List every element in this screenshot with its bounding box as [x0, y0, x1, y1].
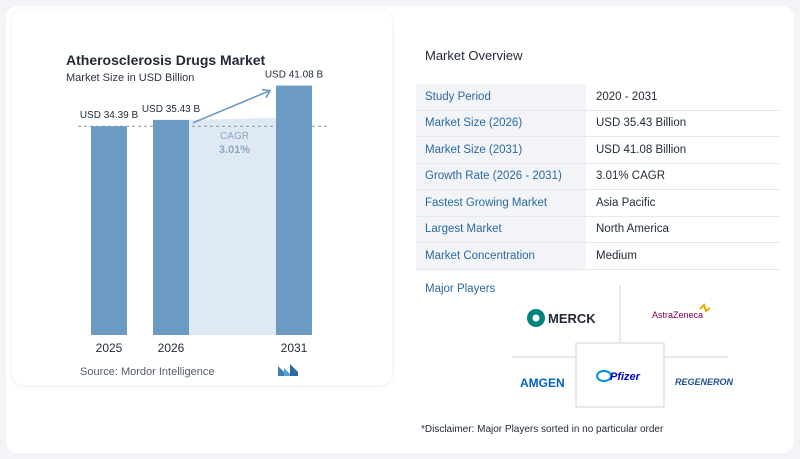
- overview-row: Fastest Growing Market Asia Pacific: [416, 190, 780, 217]
- overview-key: Market Size (2026): [416, 110, 586, 136]
- cagr-arrow-head: [261, 88, 272, 98]
- major-players-grid: MERCK AstraZeneca AMGEN Pfizer REGENERON: [512, 285, 734, 408]
- overview-row: Growth Rate (2026 - 2031) 3.01% CAGR: [416, 163, 780, 190]
- overview-row: Market Concentration Medium: [416, 243, 780, 270]
- overview-key: Largest Market: [416, 216, 586, 242]
- cagr-shade-area: [189, 117, 276, 335]
- pfizer-logo: Pfizer: [596, 370, 641, 383]
- chart-title: Atherosclerosis Drugs Market: [66, 52, 266, 68]
- x-tick-label: 2026: [158, 341, 185, 355]
- astrazeneca-logo: AstraZeneca: [652, 303, 711, 320]
- regeneron-logo: REGENERON: [675, 377, 734, 387]
- regeneron-label: REGENERON: [675, 377, 734, 387]
- overview-table: Study Period 2020 - 2031 Market Size (2026…: [416, 84, 780, 270]
- overview-value: 3.01% CAGR: [596, 170, 666, 183]
- overview-row: Market Size (2031) USD 41.08 Billion: [416, 137, 780, 164]
- astrazeneca-label: AstraZeneca: [652, 310, 703, 320]
- merck-logo: MERCK: [527, 309, 596, 327]
- chart-subtitle: Market Size in USD Billion: [66, 72, 195, 84]
- amgen-logo: AMGEN: [520, 376, 565, 390]
- cagr-arrow: [192, 89, 271, 124]
- x-tick-label: 2031: [281, 341, 308, 355]
- bar-chart: USD 34.39 B 2025 USD 35.43 B 2026 USD 41.08 …: [78, 70, 328, 355]
- overview-title: Market Overview: [425, 48, 523, 63]
- bar-value-label: USD 35.43 B: [142, 104, 201, 115]
- bar-value-label: USD 41.08 B: [265, 70, 324, 81]
- overview-key: Market Concentration: [416, 243, 586, 269]
- overview-value: USD 41.08 Billion: [596, 143, 687, 156]
- major-players-title: Major Players: [425, 283, 496, 295]
- overview-value: Asia Pacific: [596, 196, 656, 209]
- x-tick-label: 2025: [96, 341, 123, 355]
- overview-key: Study Period: [416, 84, 586, 110]
- overview-row: Largest Market North America: [416, 216, 780, 243]
- overview-key: Fastest Growing Market: [416, 190, 586, 216]
- overview-value: 2020 - 2031: [596, 90, 658, 103]
- mordor-logo-icon: [278, 364, 298, 376]
- disclaimer: *Disclaimer: Major Players sorted in no …: [421, 424, 664, 435]
- merck-label: MERCK: [548, 311, 596, 326]
- cagr-label: CAGR: [220, 131, 249, 142]
- overview-value: North America: [596, 223, 669, 236]
- overview-key: Growth Rate (2026 - 2031): [416, 163, 586, 189]
- overview-row: Market Size (2026) USD 35.43 Billion: [416, 110, 780, 137]
- source-note: Source: Mordor Intelligence: [80, 366, 215, 378]
- overview-row: Study Period 2020 - 2031: [416, 84, 780, 111]
- bar-value-label: USD 34.39 B: [80, 110, 139, 121]
- overview-value: USD 35.43 Billion: [596, 117, 687, 130]
- bar-2025: [91, 126, 127, 335]
- pfizer-label: Pfizer: [610, 371, 641, 383]
- amgen-label: AMGEN: [520, 376, 565, 390]
- cagr-value: 3.01%: [219, 144, 250, 156]
- overview-key: Market Size (2031): [416, 137, 586, 163]
- bar-2026: [153, 119, 189, 335]
- bar-2031: [276, 85, 312, 335]
- overview-value: Medium: [596, 249, 637, 262]
